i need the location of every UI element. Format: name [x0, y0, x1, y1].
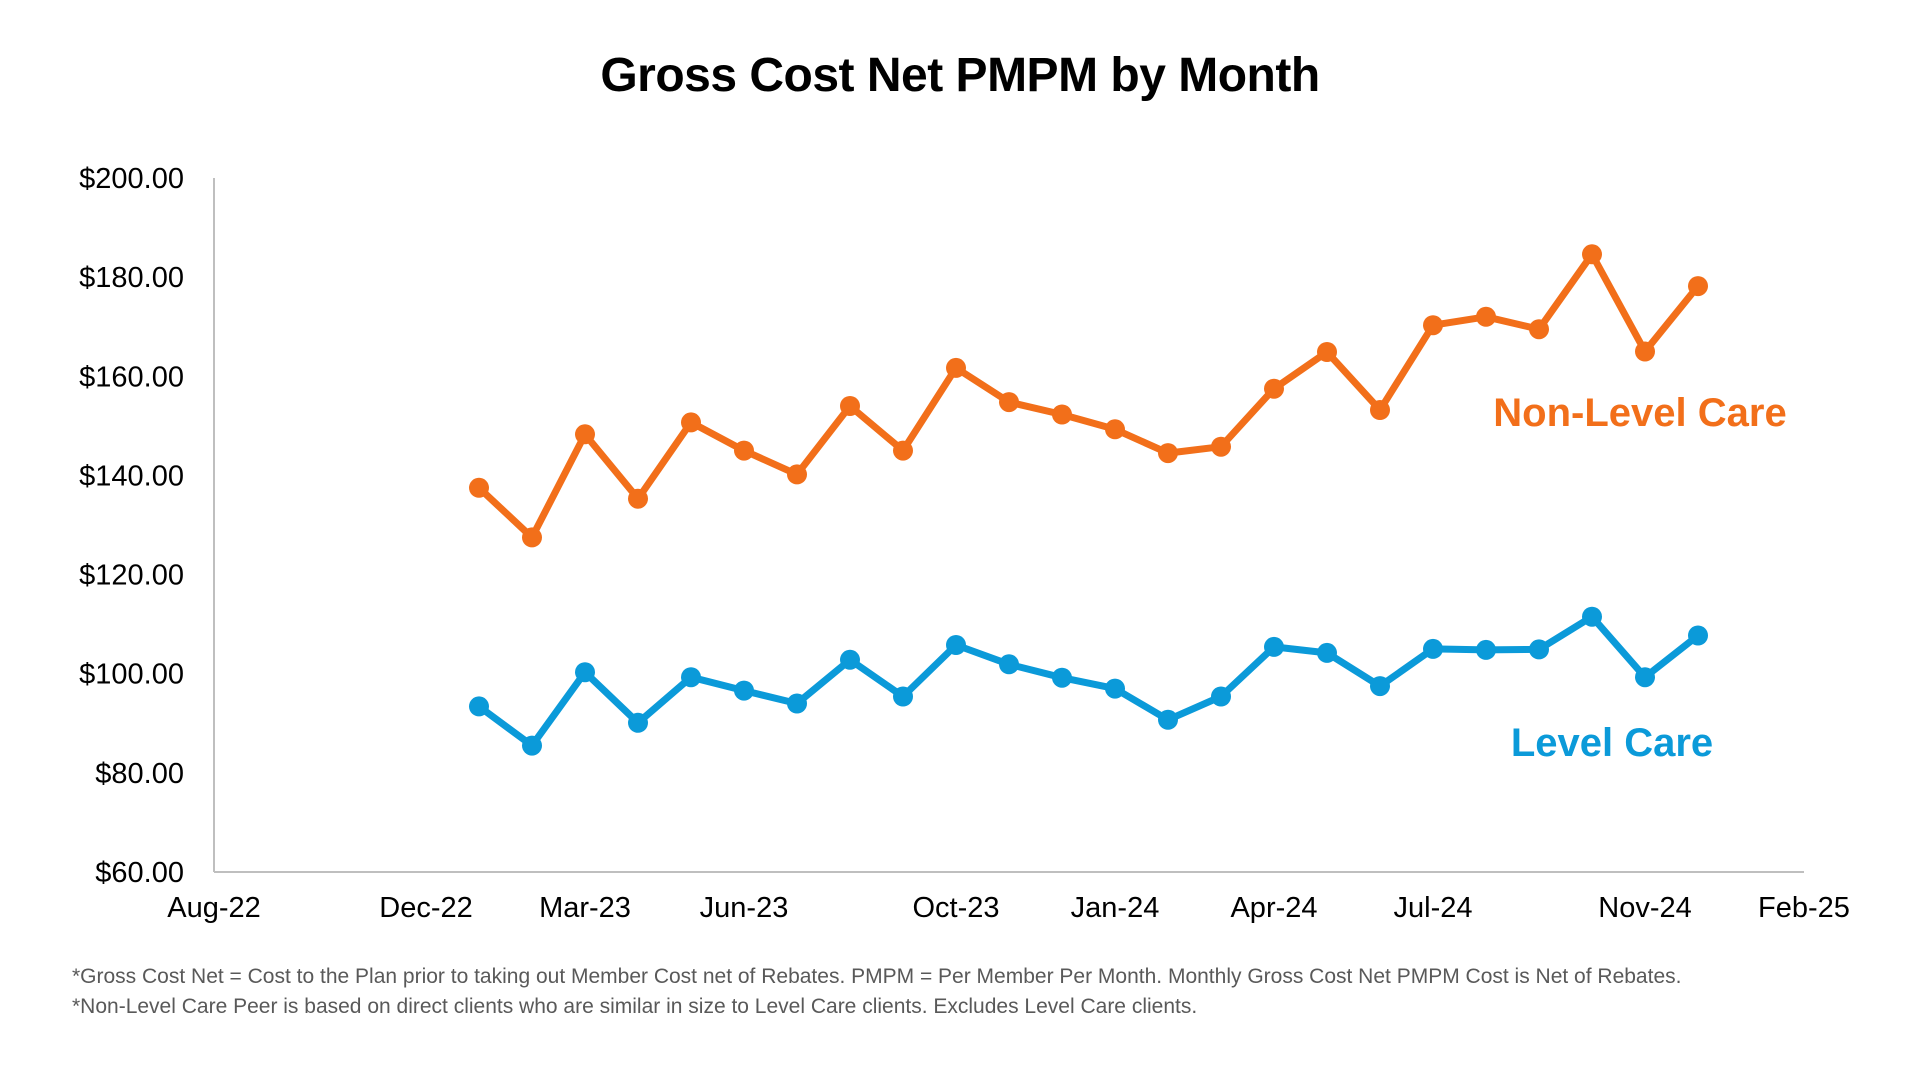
y-tick-label: $60.00 — [95, 857, 184, 889]
y-tick-label: $180.00 — [79, 262, 184, 294]
data-point-non-level-care — [1370, 400, 1390, 420]
data-point-non-level-care — [893, 440, 913, 461]
x-tick-label: Aug-22 — [167, 892, 261, 924]
x-tick-label: Mar-23 — [539, 892, 631, 924]
data-point-level-care — [946, 635, 966, 655]
data-point-level-care — [1688, 625, 1708, 646]
data-point-level-care — [1370, 676, 1390, 697]
series-label-non-level-care: Non-Level Care — [1493, 391, 1786, 435]
data-point-level-care — [1211, 686, 1231, 707]
data-point-non-level-care — [469, 477, 489, 498]
x-tick-label: Nov-24 — [1598, 892, 1692, 924]
data-point-non-level-care — [1105, 419, 1125, 440]
data-point-non-level-care — [946, 357, 966, 378]
footnote-gross-cost-definition: *Gross Cost Net = Cost to the Plan prior… — [72, 965, 1682, 988]
chart-title: Gross Cost Net PMPM by Month — [600, 49, 1320, 102]
data-point-level-care — [1317, 642, 1337, 663]
y-tick-label: $120.00 — [79, 560, 184, 592]
y-tick-label: $100.00 — [79, 659, 184, 691]
data-point-non-level-care — [1423, 315, 1443, 336]
data-point-level-care — [1423, 638, 1443, 659]
data-point-level-care — [628, 712, 648, 733]
data-point-non-level-care — [734, 440, 754, 461]
x-tick-label: Jan-24 — [1071, 892, 1160, 924]
data-point-level-care — [1476, 639, 1496, 660]
y-tick-label: $160.00 — [79, 361, 184, 393]
labels-layer: Non-Level Care Level Care — [1493, 391, 1786, 765]
data-point-non-level-care — [1158, 443, 1178, 464]
x-tick-label: Dec-22 — [379, 892, 473, 924]
data-point-level-care — [840, 649, 860, 670]
data-point-non-level-care — [1582, 244, 1602, 265]
data-point-non-level-care — [787, 464, 807, 485]
data-point-level-care — [787, 693, 807, 714]
data-point-level-care — [893, 686, 913, 707]
x-tick-label: Apr-24 — [1230, 892, 1317, 924]
series-label-level-care: Level Care — [1511, 721, 1713, 765]
data-point-non-level-care — [575, 424, 595, 445]
y-tick-label: $80.00 — [95, 758, 184, 790]
axes: $60.00 $80.00 $100.00 $120.00 $140.00 $160.00… — [79, 163, 1850, 924]
x-tick-label: Jul-24 — [1394, 892, 1473, 924]
data-point-non-level-care — [681, 412, 701, 433]
x-tick-label: Oct-23 — [912, 892, 999, 924]
footnote-peer-definition: *Non-Level Care Peer is based on direct … — [72, 995, 1198, 1018]
data-point-non-level-care — [1635, 341, 1655, 362]
data-point-non-level-care — [1476, 306, 1496, 327]
data-point-level-care — [734, 680, 754, 701]
data-point-level-care — [1264, 636, 1284, 657]
data-point-non-level-care — [1529, 319, 1549, 340]
series-layer — [469, 244, 1708, 756]
data-point-level-care — [1582, 606, 1602, 627]
data-point-non-level-care — [1688, 276, 1708, 297]
y-tick-label: $200.00 — [79, 163, 184, 195]
data-point-level-care — [575, 662, 595, 683]
data-point-level-care — [1529, 639, 1549, 660]
data-point-non-level-care — [840, 396, 860, 416]
y-tick-label: $140.00 — [79, 460, 184, 492]
data-point-level-care — [681, 667, 701, 688]
x-tick-label: Jun-23 — [700, 892, 789, 924]
data-point-non-level-care — [1264, 378, 1284, 399]
data-point-non-level-care — [999, 392, 1019, 413]
data-point-level-care — [469, 696, 489, 717]
data-point-non-level-care — [1317, 342, 1337, 362]
data-point-level-care — [1158, 709, 1178, 730]
data-point-non-level-care — [522, 527, 542, 548]
data-point-level-care — [1105, 678, 1125, 699]
data-point-non-level-care — [628, 488, 648, 509]
data-point-level-care — [1635, 667, 1655, 688]
data-point-non-level-care — [1211, 436, 1231, 457]
data-point-level-care — [522, 735, 542, 756]
x-tick-label: Feb-25 — [1758, 892, 1850, 924]
footnotes: *Gross Cost Net = Cost to the Plan prior… — [72, 962, 1681, 1022]
data-point-level-care — [999, 654, 1019, 675]
data-point-non-level-care — [1052, 404, 1072, 425]
data-point-level-care — [1052, 667, 1072, 688]
